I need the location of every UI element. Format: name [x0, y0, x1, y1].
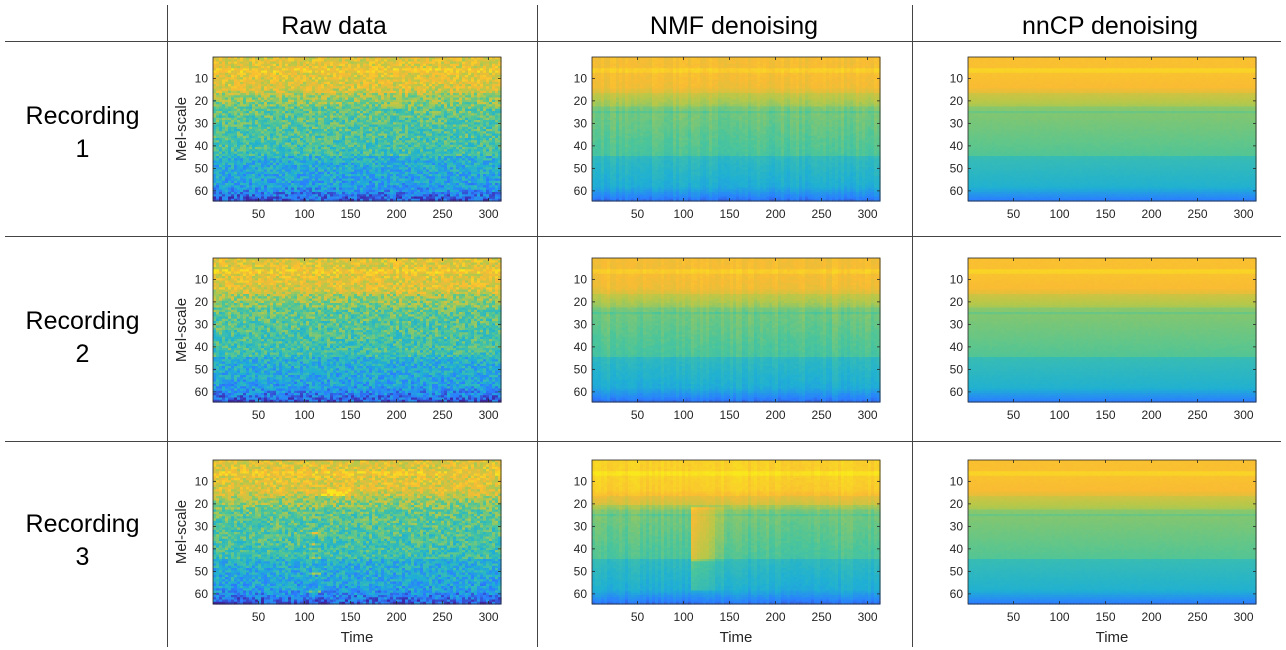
heatmap-panel-r1-c1: 50 100 150 200 250 300102030405060Mel-scale [173, 57, 502, 221]
